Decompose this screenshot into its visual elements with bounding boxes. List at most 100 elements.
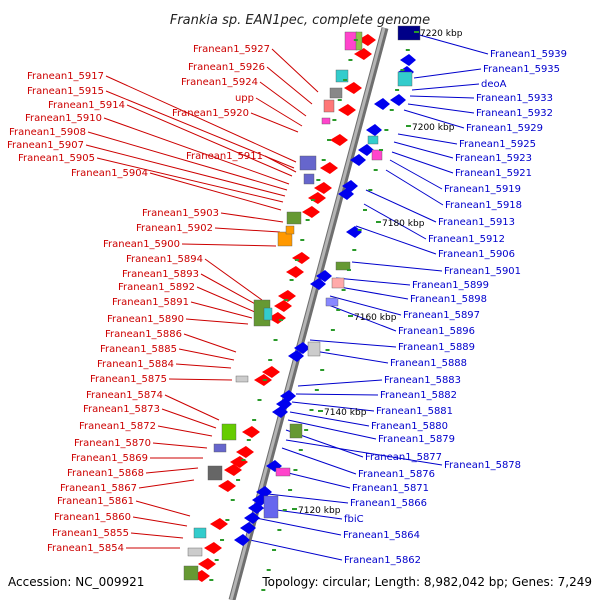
gene-features	[183, 25, 421, 591]
forward-gene-label: Franean1_5892	[118, 282, 195, 293]
forward-gene-label: Franean1_5890	[107, 314, 184, 325]
forward-strand-labels: Franean1_5927 Franean1_5926 Franean1_5924u…	[7, 44, 270, 554]
forward-gene-label: Franean1_5917	[27, 71, 104, 82]
forward-gene-arrow	[330, 134, 348, 146]
forward-label-connector	[255, 97, 303, 127]
reverse-gene-label: Franean1_5901	[444, 266, 521, 277]
forward-label-connector	[181, 243, 277, 247]
reverse-label-connector	[365, 189, 437, 223]
forward-gene-label: Franean1_5910	[25, 113, 102, 124]
kbp-tick-label: 7160 kbp	[354, 313, 397, 323]
reverse-gene-label: Franean1_5878	[444, 460, 521, 471]
forward-gene-arrow	[204, 542, 222, 554]
forward-label-connector	[175, 363, 232, 369]
forward-gene-label: Franean1_5854	[47, 543, 124, 554]
reverse-gene-label: Franean1_5906	[438, 249, 515, 260]
reverse-gene-label: Franean1_5896	[398, 326, 475, 337]
gene-cog-block	[277, 231, 293, 247]
forward-gene-label: Franean1_5926	[188, 62, 265, 73]
reverse-gene-label: Franean1_5871	[352, 483, 429, 494]
reverse-gene-arrow	[248, 502, 264, 514]
kbp-ticks: 7220 kbp 7200 kbp 7180 kbp 7160 kbp 7140 kbp…	[292, 29, 463, 516]
kbp-tick-label: 7200 kbp	[412, 123, 455, 133]
reverse-gene-label: Franean1_5864	[343, 530, 420, 541]
reverse-label-connector	[411, 83, 480, 91]
forward-label-connector	[178, 348, 235, 361]
reverse-label-connector	[309, 339, 397, 348]
reverse-label-connector	[267, 493, 349, 504]
reverse-label-connector	[363, 203, 427, 240]
gene-cog-block	[397, 25, 421, 41]
gene-cog-block	[235, 375, 249, 383]
reverse-gene-label: Franean1_5880	[371, 421, 448, 432]
forward-label-connector	[196, 286, 256, 313]
reverse-gene-label: Franean1_5881	[376, 406, 453, 417]
reverse-label-connector	[403, 109, 465, 129]
kbp-tick-label: 7120 kbp	[298, 506, 341, 516]
genome-title: Frankia sp. EAN1pec, complete genome	[170, 13, 430, 28]
forward-gene-label: Franean1_5903	[142, 208, 219, 219]
reverse-gene-arrow	[358, 144, 374, 156]
reverse-gene-label: Franean1_5923	[455, 153, 532, 164]
forward-label-connector	[250, 112, 299, 133]
forward-label-connector	[135, 500, 191, 517]
forward-label-connector	[85, 144, 286, 197]
forward-label-connector	[259, 81, 307, 117]
forward-gene-label: Franean1_5894	[126, 254, 203, 265]
forward-label-connector	[164, 394, 220, 421]
forward-gene-label: Franean1_5920	[172, 108, 249, 119]
reverse-label-connector	[295, 393, 379, 396]
gene-cog-block	[325, 297, 339, 307]
forward-gene-label: Franean1_5860	[54, 512, 131, 523]
forward-label-connector	[204, 258, 263, 301]
reverse-gene-label: fbiC	[344, 514, 364, 525]
gene-cog-block	[289, 423, 303, 439]
reverse-gene-label: Franean1_5935	[483, 64, 560, 75]
forward-gene-arrow	[192, 570, 210, 582]
reverse-gene-label: Franean1_5889	[398, 342, 475, 353]
reverse-label-connector	[335, 277, 411, 286]
forward-gene-label: Franean1_5907	[7, 140, 84, 151]
forward-label-connector	[157, 425, 213, 437]
reverse-label-connector	[297, 379, 383, 387]
reverse-gene-label: Franean1_5879	[378, 434, 455, 445]
forward-label-connector	[200, 273, 260, 307]
forward-label-connector	[96, 157, 284, 203]
reverse-gene-label: Franean1_5898	[410, 294, 487, 305]
reverse-gene-label: Franean1_5877	[365, 452, 442, 463]
forward-label-connector	[161, 408, 217, 429]
gene-cog-block	[307, 341, 321, 357]
reverse-label-connector	[415, 33, 489, 55]
reverse-gene-label: Franean1_5899	[412, 280, 489, 291]
reverse-gene-label: Franean1_5925	[459, 139, 536, 150]
forward-gene-label: Franean1_5885	[100, 344, 177, 355]
forward-label-connector	[220, 212, 284, 223]
gene-cog-block	[285, 225, 295, 235]
forward-label-connector	[183, 333, 237, 353]
forward-gene-label: upp	[235, 93, 254, 104]
reverse-gene-label: Franean1_5883	[384, 375, 461, 386]
gene-cog-block	[187, 547, 203, 557]
forward-gene-label: Franean1_5905	[18, 153, 95, 164]
reverse-gene-arrow	[346, 226, 362, 238]
reverse-gene-label: Franean1_5929	[466, 123, 543, 134]
reverse-gene-arrow	[366, 124, 382, 136]
forward-label-connector	[190, 301, 253, 319]
forward-gene-label: Franean1_5911	[186, 151, 263, 162]
reverse-label-connector	[255, 517, 342, 536]
forward-label-connector	[271, 48, 319, 93]
reverse-label-connector	[413, 68, 482, 79]
forward-gene-arrow	[292, 252, 310, 264]
reverse-strand-labels: Franean1_5939 Franean1_5935 deoA Franean1_5…	[343, 49, 567, 566]
forward-label-connector	[103, 117, 290, 185]
reverse-label-connector	[325, 303, 397, 332]
reverse-gene-label: Franean1_5918	[445, 200, 522, 211]
forward-gene-label: Franean1_5870	[74, 438, 151, 449]
forward-gene-label: Franean1_5872	[79, 421, 156, 432]
forward-label-connector	[130, 532, 184, 539]
reverse-label-connector	[281, 447, 357, 475]
forward-label-connector	[105, 75, 297, 163]
reverse-gene-label: deoA	[481, 79, 507, 90]
accession-text: Accession: NC_009921	[8, 575, 144, 589]
forward-label-connector	[126, 104, 293, 177]
